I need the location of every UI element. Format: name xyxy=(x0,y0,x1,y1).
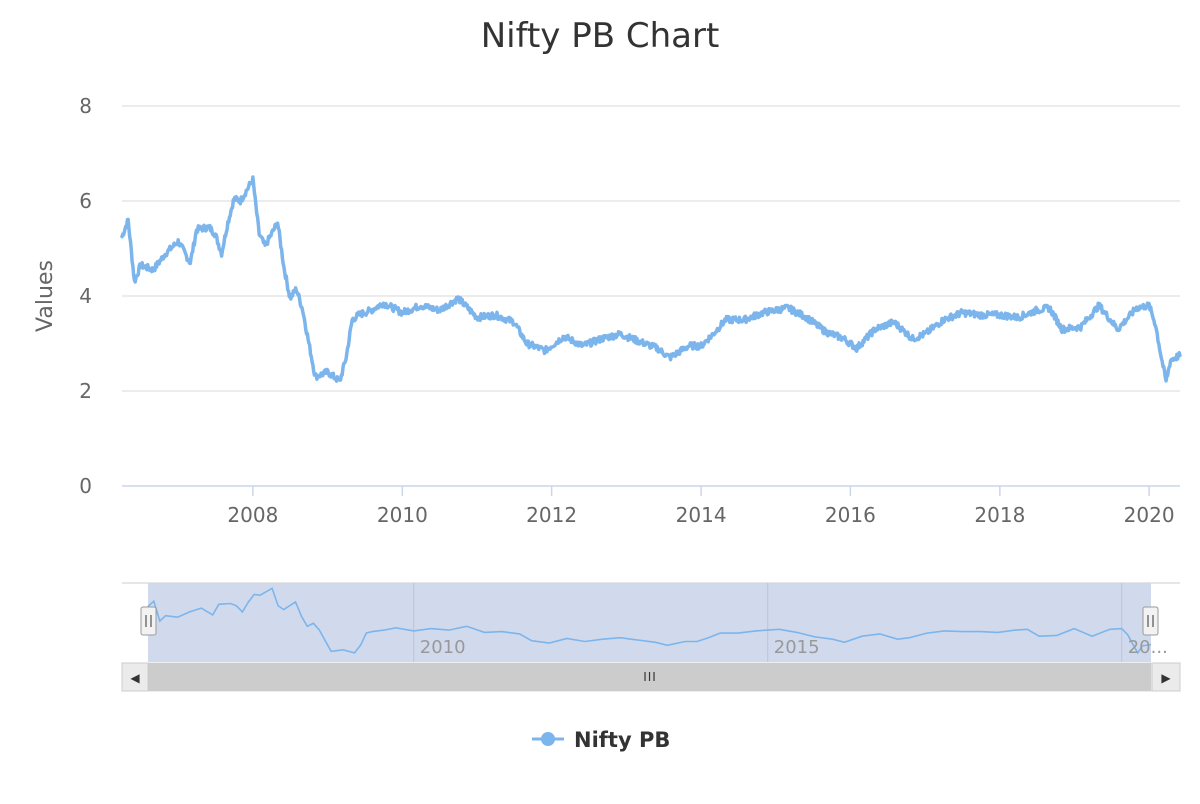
x-tick-label: 2014 xyxy=(676,503,727,527)
navigator-left-handle[interactable] xyxy=(140,606,157,636)
y-tick-label: 8 xyxy=(79,94,92,118)
navigator-labels: 2010 2015 20... xyxy=(420,637,1168,658)
y-tick-label: 0 xyxy=(79,474,92,498)
series-line-nifty-pb xyxy=(120,175,1182,383)
x-tick-label: 2008 xyxy=(227,503,278,527)
y-axis-title: Values xyxy=(33,260,58,332)
scrollbar-left-button[interactable] xyxy=(121,662,149,692)
scrollbar-grip: III xyxy=(643,670,657,684)
x-tick-label: 2016 xyxy=(825,503,876,527)
scrollbar-thumb[interactable] xyxy=(148,663,1151,691)
navigator-tick-label: 2015 xyxy=(774,637,820,658)
navigator-tick-label: 2010 xyxy=(420,637,466,658)
x-tick-label: 2018 xyxy=(974,503,1025,527)
navigator: 2010 2015 20... III ◀ ▶ xyxy=(121,582,1181,692)
x-tick-label: 2010 xyxy=(377,503,428,527)
legend-marker-icon xyxy=(541,732,555,746)
navigator-tick-label: 20... xyxy=(1128,637,1168,658)
scroll-left-arrow-icon: ◀ xyxy=(130,671,140,685)
navigator-series-line xyxy=(147,587,1152,655)
x-axis-labels: 2008 2010 2012 2014 2016 2018 2020 xyxy=(227,486,1175,527)
navigator-selected-range[interactable] xyxy=(148,583,1151,662)
y-tick-label: 6 xyxy=(79,189,92,213)
scrollbar-right-button[interactable] xyxy=(1151,662,1181,692)
y-tick-label: 4 xyxy=(79,284,92,308)
y-tick-label: 2 xyxy=(79,379,92,403)
x-tick-label: 2020 xyxy=(1124,503,1175,527)
chart-title: Nifty PB Chart xyxy=(481,16,720,56)
legend-item-nifty-pb[interactable]: Nifty PB xyxy=(532,728,670,752)
legend-label: Nifty PB xyxy=(574,728,670,752)
scroll-right-arrow-icon: ▶ xyxy=(1161,671,1171,685)
y-axis-labels: 0 2 4 6 8 xyxy=(79,94,92,498)
navigator-grid xyxy=(413,583,1123,662)
x-tick-label: 2012 xyxy=(526,503,577,527)
navigator-right-handle[interactable] xyxy=(1142,606,1159,636)
